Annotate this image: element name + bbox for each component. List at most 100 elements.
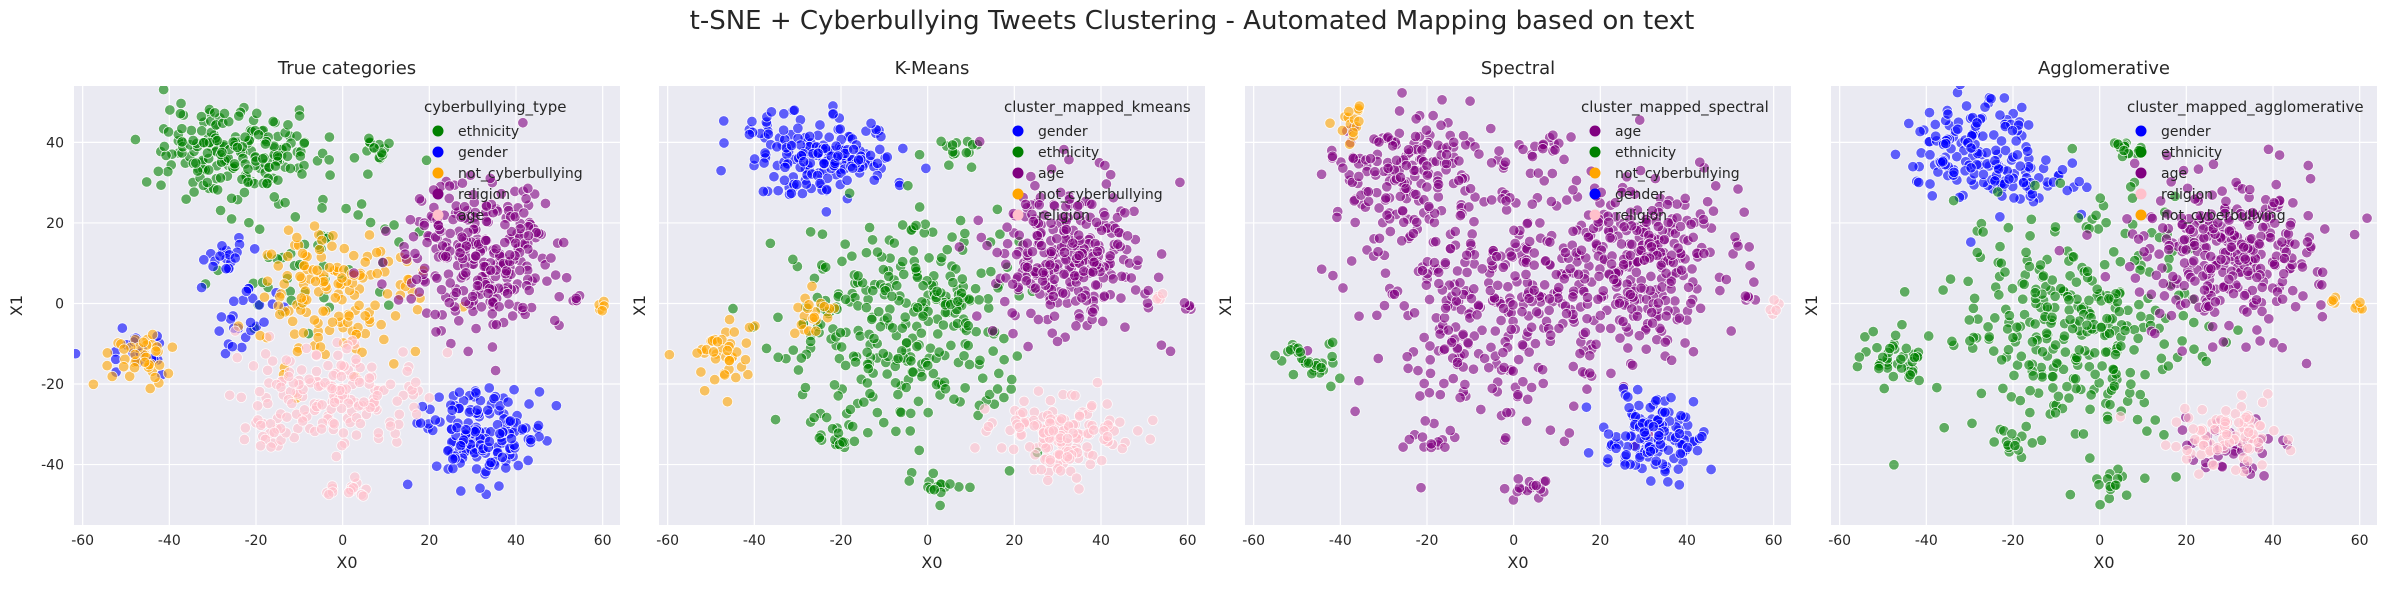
data-point [1653,430,1665,442]
data-point [2254,335,2266,347]
data-point [917,310,929,322]
data-point [907,245,919,257]
data-point [488,393,500,405]
data-point [1871,342,1883,354]
data-point [818,301,830,313]
data-point [442,445,454,457]
data-point [1687,346,1699,358]
data-point [2029,287,2041,299]
data-point [215,204,227,216]
data-point [1121,230,1134,242]
data-point [1659,336,1671,348]
data-point [1125,272,1137,284]
x-tick-label: 0 [2095,533,2104,549]
x-tick-label: 40 [1092,533,1110,549]
data-point [384,378,397,390]
data-point [311,264,323,276]
data-point [441,347,453,359]
data-point [1732,240,1744,252]
data-point [2051,357,2063,369]
data-point [1546,167,1558,180]
data-point [850,356,862,368]
data-point [1992,186,2004,198]
data-point [708,346,720,358]
data-point [226,213,238,225]
data-point [1026,246,1038,258]
data-point [928,484,940,496]
data-point [467,290,479,302]
data-point [1416,431,1429,443]
data-point [407,231,420,243]
data-point [1602,453,1614,465]
data-point [998,392,1010,404]
data-point [1896,319,1908,331]
data-point [1532,167,1544,179]
data-point [1609,197,1621,209]
data-point [2223,320,2235,332]
data-point [2236,389,2248,401]
data-point [329,396,341,408]
data-point [471,280,484,292]
data-point [296,168,308,180]
data-point [960,147,972,159]
data-point [1695,302,1707,314]
data-point [1530,479,1542,492]
data-point [1965,142,1977,154]
data-point [1017,406,1029,419]
data-point [2000,144,2012,157]
data-point [203,164,215,176]
data-point [1994,109,2006,121]
data-point [1673,312,1685,324]
data-point [1507,365,1519,377]
data-point [326,240,338,252]
data-point [1486,194,1498,206]
data-point [772,185,784,197]
point-layer [1269,87,1785,506]
data-point [523,398,535,410]
data-point [911,271,923,283]
data-point [1665,275,1677,287]
data-point [860,247,872,259]
data-point [1983,331,1995,343]
data-point [1572,268,1585,280]
data-point [525,434,537,446]
data-point [1400,182,1412,194]
data-point [1442,324,1454,336]
x-axis-label: X0 [1507,553,1528,572]
data-point [2145,288,2157,300]
data-point [762,128,774,140]
data-point [1425,438,1437,450]
data-point [2176,345,2188,357]
data-point [2135,310,2147,322]
x-tick-label: -40 [1915,533,1938,549]
legend-label: age [1615,124,1641,140]
data-point [2223,273,2235,285]
data-point [2270,179,2282,191]
data-point [1074,410,1086,422]
data-point [2209,424,2221,436]
data-point [2058,330,2071,342]
data-point [2243,219,2255,231]
data-point [420,154,433,166]
data-point [2216,461,2228,473]
data-point [2100,346,2112,358]
data-point [1666,354,1678,366]
data-point [101,347,113,359]
data-point [251,107,263,119]
data-point [1738,206,1750,218]
data-point [1873,362,1885,375]
data-point [1057,211,1069,223]
data-point [2153,248,2165,260]
data-point [833,353,845,365]
data-point [2081,229,2093,241]
data-point [323,262,336,274]
data-point [1597,285,1609,297]
data-point [711,336,724,348]
data-point [792,301,804,314]
data-point [1549,144,1561,156]
data-point [2128,344,2140,356]
data-point [2081,265,2094,277]
data-point [2059,346,2071,358]
data-point [1156,248,1168,260]
data-point [2238,241,2250,253]
